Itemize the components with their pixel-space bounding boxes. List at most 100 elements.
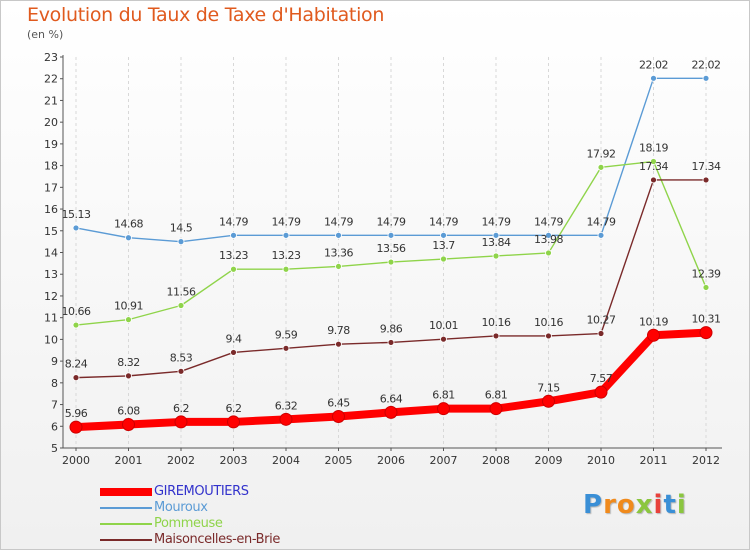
- data-label-pommeuse: 10.66: [62, 305, 91, 318]
- data-point-maisoncelles-en-brie: [72, 374, 80, 382]
- data-label-maisoncelles-en-brie: 17.34: [692, 160, 721, 173]
- x-tick-label: 2009: [535, 454, 563, 467]
- y-tick-label: 23: [44, 51, 58, 64]
- y-tick-label: 13: [44, 268, 58, 281]
- data-point-giremoutiers: [542, 394, 555, 408]
- data-point-pommeuse: [282, 265, 290, 273]
- data-point-mouroux: [335, 231, 342, 239]
- data-label-pommeuse: 13.7: [432, 239, 455, 252]
- data-label-pommeuse: 13.56: [377, 242, 406, 255]
- legend-label: GIREMOUTIERS: [154, 484, 249, 499]
- data-point-pommeuse: [650, 158, 657, 165]
- data-label-mouroux: 22.02: [639, 58, 668, 71]
- data-label-mouroux: 22.02: [692, 58, 721, 71]
- proxiti-logo: Proxiti: [583, 490, 687, 520]
- data-label-pommeuse: 17.92: [587, 147, 616, 160]
- data-point-maisoncelles-en-brie: [545, 332, 552, 340]
- y-tick-label: 15: [44, 225, 58, 238]
- data-point-maisoncelles-en-brie: [650, 176, 657, 184]
- data-label-mouroux: 14.79: [482, 215, 511, 228]
- data-label-maisoncelles-en-brie: 9.4: [226, 332, 242, 345]
- data-label-mouroux: 14.5: [170, 222, 193, 235]
- data-point-giremoutiers: [279, 412, 293, 426]
- logo-letter: i: [653, 490, 664, 520]
- data-label-maisoncelles-en-brie: 10.16: [482, 316, 511, 329]
- data-point-giremoutiers: [174, 415, 188, 429]
- data-point-giremoutiers: [69, 420, 83, 434]
- x-tick-label: 2004: [272, 454, 300, 467]
- data-point-maisoncelles-en-brie: [597, 330, 605, 337]
- data-label-pommeuse: 13.23: [272, 249, 301, 262]
- data-point-pommeuse: [492, 252, 500, 260]
- data-label-mouroux: 14.79: [324, 215, 353, 228]
- y-tick-label: 6: [51, 420, 58, 433]
- y-tick-label: 16: [44, 203, 58, 216]
- y-tick-label: 7: [51, 399, 58, 412]
- data-point-mouroux: [177, 238, 185, 246]
- data-label-mouroux: 14.79: [429, 215, 458, 228]
- data-point-giremoutiers: [384, 405, 398, 419]
- y-tick-label: 12: [44, 290, 58, 303]
- data-label-giremoutiers: 6.45: [327, 397, 350, 410]
- x-tick-label: 2002: [167, 454, 195, 467]
- data-point-mouroux: [440, 231, 447, 239]
- legend-label: Mouroux: [154, 500, 208, 515]
- data-label-maisoncelles-en-brie: 8.53: [170, 351, 193, 364]
- logo-letter: o: [616, 490, 636, 520]
- data-label-pommeuse: 18.19: [639, 141, 668, 154]
- x-tick-label: 2003: [220, 454, 248, 467]
- y-tick-label: 14: [44, 247, 58, 260]
- data-label-maisoncelles-en-brie: 9.86: [380, 322, 403, 335]
- data-point-mouroux: [545, 231, 552, 239]
- data-label-giremoutiers: 6.08: [117, 405, 140, 418]
- data-point-mouroux: [282, 231, 290, 239]
- data-point-mouroux: [597, 231, 605, 239]
- data-point-mouroux: [650, 74, 657, 82]
- data-point-giremoutiers: [699, 326, 713, 340]
- data-label-pommeuse: 13.84: [482, 236, 511, 249]
- y-tick-label: 19: [44, 138, 58, 151]
- logo-letter: P: [583, 490, 604, 520]
- data-point-maisoncelles-en-brie: [177, 367, 185, 375]
- y-tick-label: 22: [44, 73, 58, 86]
- data-point-maisoncelles-en-brie: [440, 335, 447, 343]
- data-point-pommeuse: [335, 263, 342, 270]
- data-label-giremoutiers: 10.19: [639, 315, 668, 328]
- data-label-giremoutiers: 6.64: [380, 392, 403, 405]
- legend-swatch: [100, 523, 152, 525]
- data-point-giremoutiers: [122, 418, 135, 432]
- data-label-giremoutiers: 6.2: [173, 402, 189, 415]
- y-tick-label: 8: [51, 377, 58, 390]
- data-point-giremoutiers: [647, 328, 660, 342]
- data-point-pommeuse: [440, 255, 447, 263]
- data-point-mouroux: [72, 224, 80, 232]
- data-point-mouroux: [387, 231, 395, 239]
- data-point-pommeuse: [177, 302, 185, 309]
- data-label-pommeuse: 13.36: [324, 246, 353, 259]
- y-tick-label: 18: [44, 160, 58, 173]
- data-point-maisoncelles-en-brie: [282, 344, 290, 352]
- legend-item-pommeuse: Pommeuse: [100, 516, 280, 532]
- data-label-mouroux: 14.68: [114, 218, 143, 231]
- y-tick-label: 10: [44, 333, 58, 346]
- data-point-mouroux: [125, 234, 132, 242]
- data-point-giremoutiers: [594, 385, 608, 399]
- data-point-maisoncelles-en-brie: [335, 340, 342, 348]
- data-point-pommeuse: [230, 265, 237, 273]
- data-label-giremoutiers: 7.57: [590, 372, 613, 385]
- data-point-maisoncelles-en-brie: [702, 176, 710, 184]
- data-label-pommeuse: 13.23: [219, 249, 248, 262]
- data-point-mouroux: [492, 231, 500, 239]
- data-label-mouroux: 14.79: [377, 215, 406, 228]
- x-tick-label: 2008: [482, 454, 510, 467]
- data-point-mouroux: [702, 74, 710, 82]
- data-label-mouroux: 14.79: [534, 215, 563, 228]
- data-label-maisoncelles-en-brie: 8.32: [117, 356, 140, 369]
- logo-letter: r: [603, 490, 617, 520]
- data-label-giremoutiers: 7.15: [537, 381, 560, 394]
- y-tick-label: 11: [44, 312, 58, 325]
- legend-item-giremoutiers: GIREMOUTIERS: [100, 484, 280, 500]
- legend-item-mouroux: Mouroux: [100, 500, 280, 516]
